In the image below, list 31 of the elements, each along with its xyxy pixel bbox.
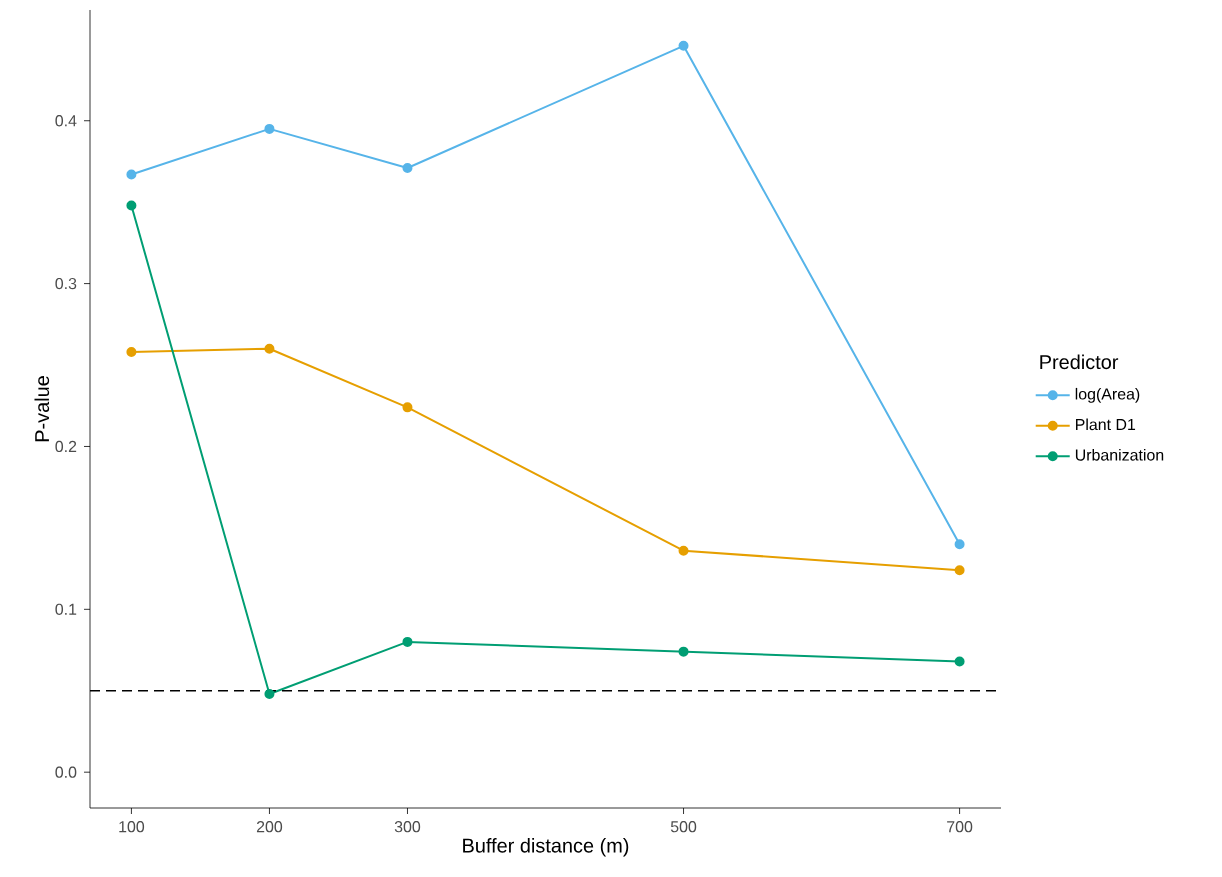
point bbox=[954, 656, 965, 667]
y-axis-title: P-value bbox=[34, 376, 50, 442]
x-tick-label: 500 bbox=[670, 821, 697, 833]
y-tick-label: 0.1 bbox=[55, 603, 77, 615]
point bbox=[126, 346, 137, 357]
y-tick-label: 0.3 bbox=[55, 277, 77, 290]
point bbox=[402, 162, 413, 173]
point bbox=[678, 40, 689, 51]
legend-title: Predictor bbox=[1040, 354, 1119, 370]
x-axis-title: Buffer distance (m) bbox=[463, 838, 629, 857]
legend-label: Urbanization bbox=[1075, 448, 1164, 461]
point bbox=[678, 646, 689, 657]
point bbox=[264, 689, 275, 699]
point bbox=[126, 169, 137, 180]
point bbox=[954, 565, 965, 576]
x-tick-label: 700 bbox=[947, 821, 973, 833]
legend-label: Plant D1 bbox=[1076, 418, 1136, 431]
y-tick-label: 0.2 bbox=[55, 440, 77, 453]
x-tick-label: 200 bbox=[256, 821, 283, 833]
point bbox=[402, 636, 413, 647]
point bbox=[264, 343, 275, 354]
point bbox=[402, 402, 413, 413]
legend-label: log(Area) bbox=[1075, 387, 1140, 403]
point bbox=[126, 200, 137, 211]
point bbox=[678, 545, 689, 556]
point bbox=[954, 539, 965, 550]
point bbox=[264, 123, 275, 134]
y-tick-label: 0.4 bbox=[55, 115, 77, 127]
x-tick-label: 100 bbox=[119, 821, 145, 833]
y-tick-label: 0.0 bbox=[55, 766, 77, 778]
x-tick-label: 300 bbox=[394, 821, 421, 833]
